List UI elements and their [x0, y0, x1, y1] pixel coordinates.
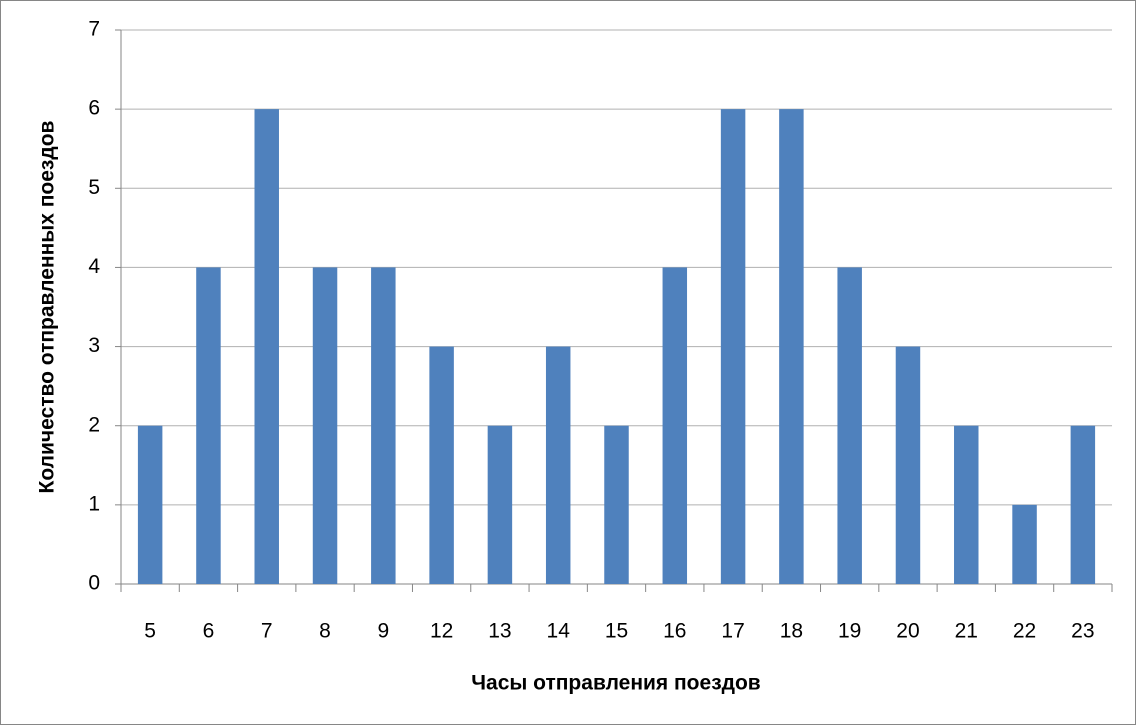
bar: [662, 267, 688, 584]
bar: [895, 346, 921, 584]
y-tick-label: 1: [88, 492, 100, 515]
bar: [1012, 504, 1037, 584]
y-tick-label: 4: [88, 255, 100, 278]
bar: [312, 267, 338, 584]
x-tick-label: 15: [605, 620, 628, 643]
x-tick-label: 9: [377, 620, 389, 643]
bar: [604, 425, 629, 584]
x-tick-label: 12: [430, 620, 453, 643]
x-tick-label: 17: [721, 620, 744, 643]
bar: [137, 425, 163, 584]
x-tick-label: 8: [319, 620, 331, 643]
x-tick-label: 13: [488, 620, 511, 643]
x-tick-label: 14: [547, 620, 571, 643]
bar: [545, 346, 571, 584]
bar: [1070, 425, 1096, 584]
y-tick-label: 6: [88, 97, 100, 120]
bar: [196, 267, 221, 584]
x-tick-label: 16: [663, 620, 686, 643]
x-tick-label: 22: [1013, 620, 1036, 643]
y-axis-title: Количество отправленных поездов: [36, 120, 59, 493]
x-axis-title: Часы отправления поездов: [471, 672, 761, 695]
x-tick-label: 7: [261, 620, 273, 643]
y-tick-label: 7: [88, 18, 100, 41]
bar: [720, 109, 746, 585]
bar: [487, 425, 513, 584]
y-tick-label: 2: [88, 413, 100, 436]
x-tick-label: 21: [955, 620, 978, 643]
bar: [371, 267, 396, 584]
y-tick-label: 0: [88, 572, 100, 595]
x-tick-label: 23: [1071, 620, 1094, 643]
y-tick-label: 5: [88, 176, 100, 199]
x-tick-label: 20: [896, 620, 919, 643]
bar: [779, 109, 804, 585]
x-tick-label: 19: [838, 620, 861, 643]
y-tick-label: 3: [88, 334, 100, 357]
bar: [954, 425, 979, 584]
x-tick-label: 18: [780, 620, 803, 643]
bar: [837, 267, 862, 584]
x-tick-label: 5: [144, 620, 156, 643]
bar: [429, 346, 454, 584]
x-tick-label: 6: [203, 620, 215, 643]
bar: [254, 109, 279, 585]
